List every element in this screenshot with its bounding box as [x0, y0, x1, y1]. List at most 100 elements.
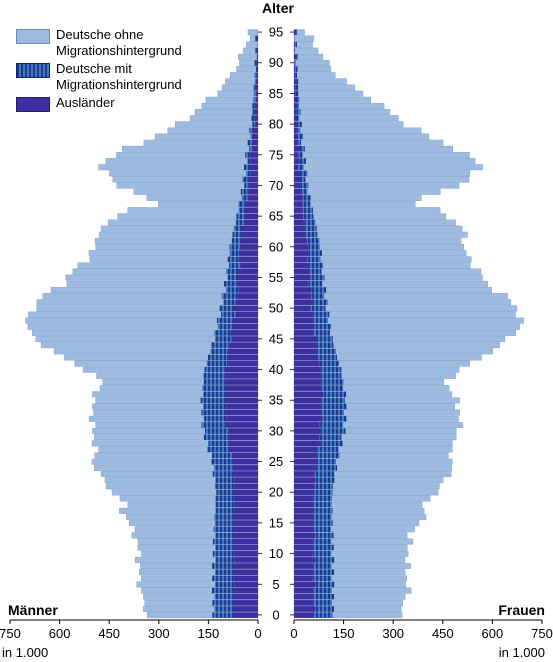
- men-mit-bar-81: [251, 115, 255, 121]
- men-aus-bar-67: [244, 201, 258, 207]
- men-aus-bar-8: [231, 563, 258, 569]
- women-mit-bar-86: [295, 84, 299, 91]
- men-aus-bar-82: [254, 109, 258, 115]
- men-aus-bar-80: [255, 121, 258, 128]
- women-aus-bar-89: [294, 66, 296, 72]
- women-aus-bar-79: [294, 127, 298, 134]
- men-mit-bar-12: [212, 538, 232, 545]
- men-aus-bar-23: [231, 471, 258, 477]
- men-aus-bar-28: [228, 440, 258, 447]
- women-ohne-bar-68: [293, 194, 422, 201]
- women-aus-bar-13: [294, 532, 316, 539]
- women-mit-bar-58: [307, 256, 321, 263]
- men-ohne-bar-68: [146, 194, 259, 201]
- x-tick-label-left-600: 600: [49, 626, 71, 641]
- women-ohne-bar-76: [293, 145, 454, 152]
- men-mit-bar-38: [203, 379, 226, 385]
- men-mit-bar-72: [246, 170, 251, 177]
- women-ohne-bar-90: [293, 59, 330, 66]
- men-aus-bar-89: [257, 66, 258, 72]
- women-ohne-bar-84: [293, 96, 371, 103]
- men-aus-bar-29: [227, 434, 258, 440]
- men-ohne-bar-86: [221, 84, 259, 91]
- men-mit-bar-50: [219, 305, 234, 312]
- men-mit-bar-84: [253, 96, 256, 103]
- men-aus-bar-19: [233, 495, 258, 502]
- women-aus-bar-77: [294, 139, 297, 146]
- women-mit-bar-76: [300, 146, 305, 152]
- men-ohne-bar-77: [143, 139, 259, 146]
- men-mit-bar-28: [208, 440, 229, 447]
- men-mit-bar-65: [236, 213, 245, 220]
- women-aus-bar-12: [294, 538, 314, 545]
- men-mit-bar-74: [247, 158, 251, 164]
- women-mit-bar-56: [309, 268, 322, 275]
- x-tick-label-right-300: 300: [382, 626, 404, 641]
- legend-label-ohne-1: Deutsche ohne: [56, 27, 144, 42]
- women-mit-bar-72: [301, 170, 308, 177]
- men-aus-bar-9: [234, 557, 258, 563]
- women-mit-bar-54: [308, 281, 323, 287]
- women-aus-bar-42: [294, 354, 318, 361]
- women-aus-bar-73: [294, 164, 299, 171]
- men-aus-bar-53: [238, 287, 258, 293]
- women-mit-bar-78: [298, 133, 304, 140]
- women-mit-bar-33: [321, 409, 344, 416]
- men-aus-bar-83: [254, 103, 258, 109]
- men-aus-bar-74: [250, 158, 258, 164]
- women-ohne-bar-71: [293, 176, 470, 183]
- men-aus-bar-5: [234, 581, 258, 588]
- age-tick-label-40: 40: [269, 362, 283, 377]
- unit-right: in 1.000: [498, 645, 545, 660]
- men-aus-bar-1: [233, 606, 258, 612]
- men-mit-bar-7: [215, 569, 234, 575]
- men-mit-bar-15: [214, 520, 233, 526]
- women-mit-bar-87: [296, 78, 299, 85]
- men-aus-bar-4: [231, 587, 258, 594]
- women-aus-bar-26: [294, 452, 318, 459]
- women-mit-bar-7: [313, 569, 335, 575]
- age-tick-label-80: 80: [269, 117, 283, 132]
- x-tick-label-right-600: 600: [482, 626, 504, 641]
- women-aus-bar-64: [294, 219, 306, 226]
- legend-item-ohne: Deutsche ohne Migrationshintergrund: [16, 27, 182, 61]
- women-mit-bar-9: [315, 557, 335, 563]
- legend-label-mit-1: Deutsche mit: [56, 61, 132, 76]
- age-tick-label-95: 95: [269, 25, 283, 40]
- women-aus-bar-33: [294, 409, 322, 416]
- women-aus-bar-19: [294, 495, 314, 502]
- men-aus-bar-78: [252, 133, 258, 140]
- women-mit-bar-30: [320, 428, 346, 434]
- women-aus-bar-60: [294, 244, 309, 250]
- men-mit-bar-25: [211, 458, 232, 465]
- men-aus-bar-38: [225, 379, 258, 385]
- legend-item-mit: Deutsche mit Migrationshintergrund: [16, 61, 182, 95]
- men-mit-bar-36: [203, 391, 226, 398]
- age-tick-label-35: 35: [269, 393, 283, 408]
- women-mit-bar-12: [313, 538, 332, 545]
- men-mit-bar-1: [214, 606, 234, 612]
- age-tick-label-15: 15: [269, 515, 283, 530]
- women-aus-bar-50: [294, 305, 311, 312]
- women-ohne-bar-91: [293, 53, 324, 60]
- women-ohne-bar-92: [293, 47, 319, 54]
- men-mit-bar-85: [253, 90, 256, 97]
- legend-label-aus: Ausländer: [56, 95, 115, 110]
- women-mit-bar-85: [295, 90, 299, 97]
- men-aus-bar-70: [248, 182, 258, 189]
- women-mit-bar-2: [313, 600, 332, 606]
- x-tick-label-left-150: 150: [198, 626, 220, 641]
- women-aus-bar-18: [294, 501, 314, 508]
- women-mit-bar-21: [314, 483, 333, 490]
- women-mit-bar-24: [317, 465, 338, 471]
- men-aus-bar-47: [231, 324, 258, 330]
- men-ohne-bar-83: [201, 102, 259, 109]
- women-aus-bar-63: [294, 225, 306, 232]
- men-ohne-bar-74: [105, 158, 259, 165]
- women-bars: [293, 29, 524, 619]
- women-ohne-bar-62: [293, 231, 468, 238]
- women-ohne-bar-54: [293, 280, 489, 287]
- women-aus-bar-14: [294, 526, 313, 533]
- women-aus-bar-27: [294, 446, 318, 453]
- men-aus-bar-7: [233, 569, 258, 575]
